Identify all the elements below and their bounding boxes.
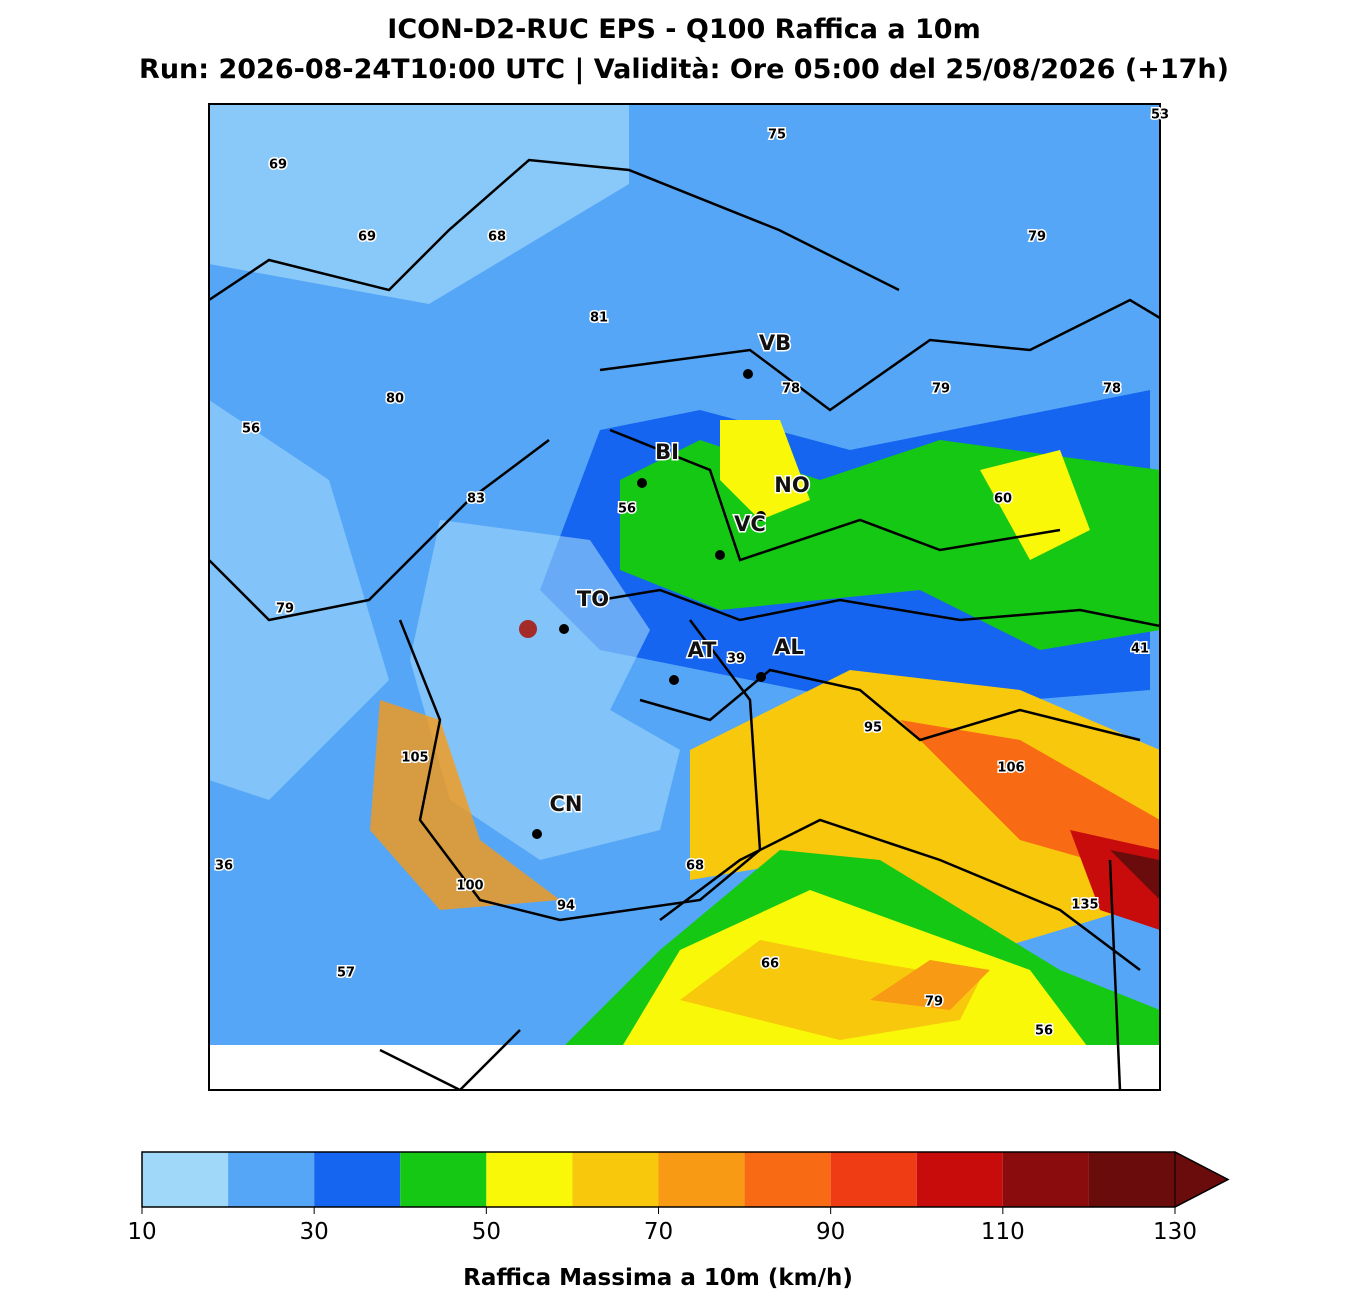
city-dot	[715, 550, 725, 560]
value-label: 68	[686, 859, 704, 874]
colorbar-segment	[1088, 1152, 1175, 1207]
value-label: 57	[337, 966, 355, 981]
colorbar-extension	[1174, 1151, 1230, 1208]
city-label: AT	[688, 638, 718, 662]
colorbar-tick-label: 50	[472, 1219, 501, 1245]
value-label: 79	[276, 602, 294, 617]
value-label: 66	[761, 957, 779, 972]
location-marker	[519, 620, 537, 638]
value-label: 36	[215, 859, 233, 874]
value-label: 78	[1103, 382, 1121, 397]
value-label: 56	[242, 422, 260, 437]
value-label: 135	[1071, 898, 1098, 913]
city-dot	[532, 829, 542, 839]
title: ICON-D2-RUC EPS - Q100 Raffica a 10m	[387, 14, 980, 45]
city-dot	[756, 672, 766, 682]
colorbar-tick-label: 10	[127, 1219, 156, 1245]
value-label: 69	[358, 230, 376, 245]
value-label: 78	[782, 382, 800, 397]
colorbar-segment	[486, 1152, 573, 1207]
colorbar-tick-label: 110	[981, 1219, 1025, 1245]
value-label: 69	[269, 158, 287, 173]
value-label: 100	[456, 879, 483, 894]
city-label: VC	[734, 512, 766, 536]
colorbar-tick-label: 70	[644, 1219, 673, 1245]
value-label: 56	[618, 502, 636, 517]
colorbar: 10 30 50 70 90 110 130	[127, 1151, 1230, 1245]
city-label: BI	[655, 440, 679, 464]
value-label: 60	[994, 492, 1012, 507]
wind-field	[209, 104, 1160, 1090]
colorbar-segment	[744, 1152, 831, 1207]
value-label: 53	[1151, 108, 1169, 123]
value-label: 79	[925, 995, 943, 1010]
city-dot	[756, 511, 766, 521]
map-frame	[208, 103, 1161, 1091]
city-label: TO	[577, 587, 609, 611]
value-label: 105	[401, 751, 428, 766]
value-label: 39	[727, 652, 745, 667]
colorbar-segment	[400, 1152, 487, 1207]
colorbar-segment	[314, 1152, 401, 1207]
value-label: 83	[467, 492, 485, 507]
city-label: CN	[550, 792, 583, 816]
colorbar-outline	[141, 1151, 1230, 1208]
subtitle: Run: 2026-08-24T10:00 UTC | Validità: Or…	[139, 54, 1229, 85]
value-label: 68	[488, 230, 506, 245]
value-label: 94	[557, 899, 575, 914]
value-label: 56	[1035, 1024, 1053, 1039]
city-label: NO	[774, 473, 809, 497]
colorbar-segment	[228, 1152, 315, 1207]
city-dot	[669, 675, 679, 685]
colorbar-tick-label: 30	[300, 1219, 329, 1245]
city-label: VB	[759, 331, 791, 355]
city-dot	[743, 369, 753, 379]
colorbar-segment	[830, 1152, 917, 1207]
value-label: 75	[768, 128, 786, 143]
colorbar-tick-label: 90	[816, 1219, 845, 1245]
value-label: 41	[1131, 642, 1149, 657]
city-dot	[559, 624, 569, 634]
colorbar-segment	[1002, 1152, 1089, 1207]
colorbar-label: Raffica Massima a 10m (km/h)	[463, 1265, 853, 1291]
value-label: 79	[932, 382, 950, 397]
colorbar-segment	[916, 1152, 1003, 1207]
colorbar-tick-label: 130	[1153, 1219, 1197, 1245]
value-label: 80	[386, 392, 404, 407]
value-label: 81	[590, 311, 608, 326]
value-label: 95	[864, 721, 882, 736]
value-label: 106	[997, 761, 1024, 776]
colorbar-segment	[142, 1152, 229, 1207]
city-label: AL	[774, 635, 804, 659]
value-label: 79	[1028, 230, 1046, 245]
colorbar-segment	[658, 1152, 745, 1207]
city-dot	[637, 478, 647, 488]
colorbar-segment	[572, 1152, 659, 1207]
